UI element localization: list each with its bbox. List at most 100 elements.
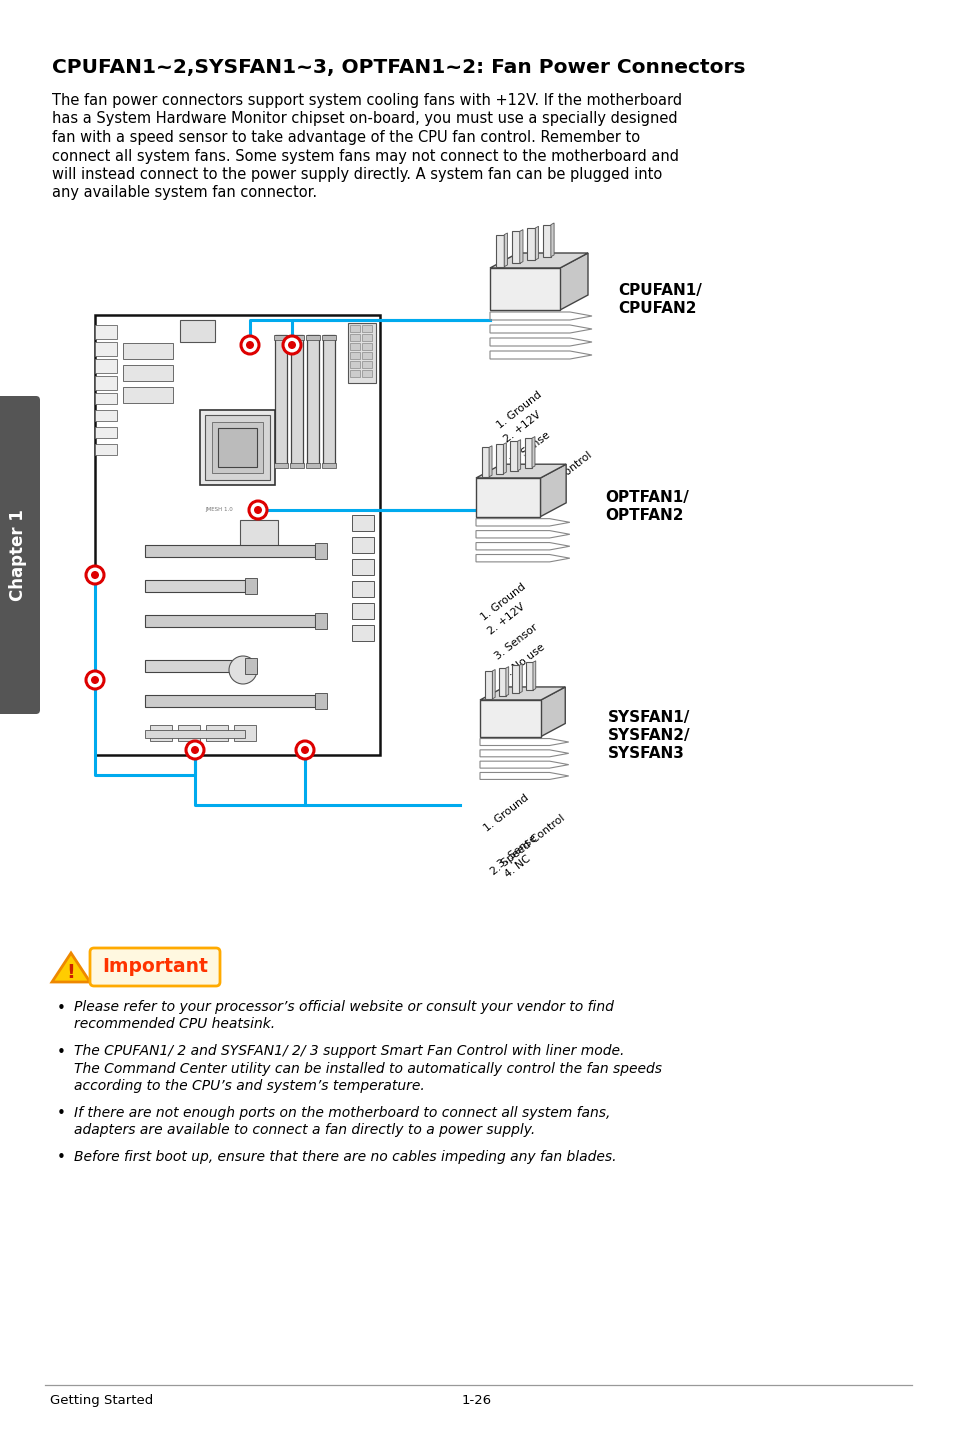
Text: 1. Ground: 1. Ground: [495, 390, 543, 431]
Text: 4. NC: 4. NC: [502, 853, 532, 879]
Text: Getting Started: Getting Started: [50, 1393, 153, 1408]
Circle shape: [186, 740, 204, 759]
Text: Please refer to your processor’s official website or consult your vendor to find: Please refer to your processor’s officia…: [74, 1000, 613, 1014]
Circle shape: [301, 746, 309, 755]
Text: !: !: [67, 962, 75, 981]
Text: OPTFAN1/: OPTFAN1/: [604, 490, 688, 505]
Bar: [145, 614, 314, 627]
Circle shape: [229, 656, 256, 684]
Polygon shape: [517, 440, 520, 471]
Bar: [361, 334, 372, 341]
Bar: [245, 579, 256, 594]
Text: CPUFAN1/: CPUFAN1/: [618, 284, 701, 298]
Polygon shape: [519, 229, 522, 263]
Polygon shape: [533, 660, 536, 690]
Text: 1-26: 1-26: [461, 1393, 492, 1408]
Text: will instead connect to the power supply directly. A system fan can be plugged i: will instead connect to the power supply…: [52, 168, 661, 182]
Bar: [233, 725, 255, 740]
Circle shape: [86, 672, 104, 689]
Circle shape: [283, 337, 301, 354]
Polygon shape: [540, 687, 565, 736]
Bar: [542, 225, 550, 256]
Polygon shape: [476, 464, 565, 478]
Bar: [322, 335, 335, 339]
Text: 3. Sense: 3. Sense: [509, 430, 552, 467]
Bar: [361, 369, 372, 377]
Bar: [314, 613, 327, 629]
Bar: [510, 441, 517, 471]
Text: 2. +12V: 2. +12V: [485, 601, 526, 637]
Bar: [496, 235, 504, 266]
Bar: [178, 725, 200, 740]
FancyBboxPatch shape: [90, 948, 220, 987]
Bar: [145, 546, 314, 557]
Polygon shape: [518, 663, 521, 693]
Bar: [350, 361, 359, 368]
Bar: [348, 324, 375, 382]
Bar: [150, 725, 172, 740]
Text: •: •: [57, 1150, 66, 1166]
Bar: [240, 520, 277, 556]
Text: •: •: [57, 1001, 66, 1015]
Circle shape: [241, 337, 258, 354]
Bar: [350, 369, 359, 377]
Bar: [361, 344, 372, 349]
Text: adapters are available to connect a fan directly to a power supply.: adapters are available to connect a fan …: [74, 1123, 535, 1137]
Circle shape: [249, 501, 267, 518]
Polygon shape: [550, 223, 554, 256]
Text: SYSFAN2/: SYSFAN2/: [607, 727, 690, 743]
Bar: [352, 537, 374, 553]
Circle shape: [91, 571, 99, 579]
Text: 2. +12V: 2. +12V: [501, 410, 542, 445]
Bar: [350, 334, 359, 341]
Bar: [352, 558, 374, 576]
Bar: [145, 580, 245, 591]
Text: 3. Sensor: 3. Sensor: [493, 621, 539, 662]
Bar: [527, 228, 535, 261]
Polygon shape: [532, 437, 535, 468]
Bar: [498, 669, 505, 696]
Text: 1. Ground: 1. Ground: [478, 581, 527, 623]
Text: 2. Speed Control: 2. Speed Control: [489, 813, 566, 876]
Text: CPUFAN2: CPUFAN2: [618, 301, 696, 316]
Bar: [123, 344, 172, 359]
Bar: [481, 447, 489, 477]
Circle shape: [91, 676, 99, 684]
Polygon shape: [476, 478, 539, 517]
Text: SYSFAN3: SYSFAN3: [607, 746, 684, 760]
Bar: [350, 352, 359, 359]
Bar: [95, 427, 117, 438]
Polygon shape: [492, 670, 495, 699]
Text: The Command Center utility can be installed to automatically control the fan spe: The Command Center utility can be instal…: [74, 1061, 661, 1075]
Text: CPUFAN1~2,SYSFAN1~3, OPTFAN1~2: Fan Power Connectors: CPUFAN1~2,SYSFAN1~3, OPTFAN1~2: Fan Powe…: [52, 59, 744, 77]
Bar: [352, 603, 374, 619]
FancyBboxPatch shape: [0, 397, 40, 715]
Bar: [352, 516, 374, 531]
Bar: [350, 325, 359, 332]
Bar: [218, 428, 256, 467]
Circle shape: [295, 740, 314, 759]
Bar: [274, 335, 288, 339]
Bar: [306, 335, 319, 339]
Bar: [95, 377, 117, 390]
Circle shape: [253, 505, 262, 514]
Bar: [145, 660, 245, 672]
Text: The CPUFAN1/ 2 and SYSFAN1/ 2/ 3 support Smart Fan Control with liner mode.: The CPUFAN1/ 2 and SYSFAN1/ 2/ 3 support…: [74, 1044, 623, 1058]
Bar: [485, 672, 492, 699]
Bar: [512, 666, 518, 693]
Text: Chapter 1: Chapter 1: [9, 508, 27, 601]
Polygon shape: [559, 253, 587, 309]
Bar: [212, 422, 263, 473]
Bar: [274, 335, 287, 465]
Text: 4. Speed Control: 4. Speed Control: [516, 450, 594, 514]
Bar: [291, 335, 303, 465]
Polygon shape: [504, 233, 507, 266]
Bar: [245, 657, 256, 674]
Bar: [511, 232, 519, 263]
Text: 3. Sense: 3. Sense: [496, 833, 538, 869]
Bar: [95, 444, 117, 455]
Bar: [95, 325, 117, 339]
Polygon shape: [490, 253, 587, 268]
Polygon shape: [490, 268, 559, 309]
Polygon shape: [503, 442, 506, 474]
